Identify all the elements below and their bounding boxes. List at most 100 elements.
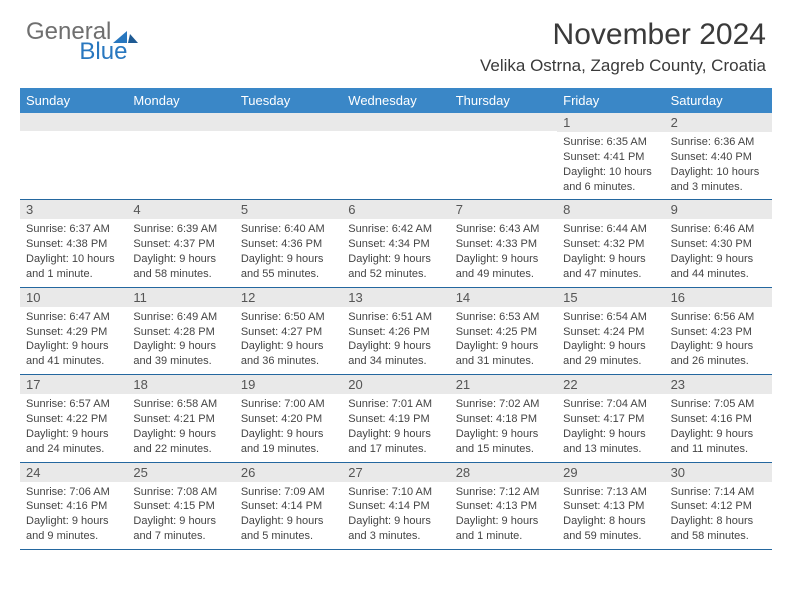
calendar-cell: 10Sunrise: 6:47 AMSunset: 4:29 PMDayligh… [20,288,127,374]
day-number: 16 [665,288,772,307]
calendar-cell: 29Sunrise: 7:13 AMSunset: 4:13 PMDayligh… [557,463,664,549]
day-info: Sunrise: 7:12 AMSunset: 4:13 PMDaylight:… [450,482,557,549]
day-info: Sunrise: 7:13 AMSunset: 4:13 PMDaylight:… [557,482,664,549]
day-info: Sunrise: 6:35 AMSunset: 4:41 PMDaylight:… [557,132,664,199]
day-info: Sunrise: 6:42 AMSunset: 4:34 PMDaylight:… [342,219,449,286]
day-number: 17 [20,375,127,394]
day-header-cell: Sunday [20,88,127,113]
calendar-cell: 8Sunrise: 6:44 AMSunset: 4:32 PMDaylight… [557,200,664,286]
day-info: Sunrise: 6:51 AMSunset: 4:26 PMDaylight:… [342,307,449,374]
day-header-cell: Saturday [665,88,772,113]
calendar-cell: 16Sunrise: 6:56 AMSunset: 4:23 PMDayligh… [665,288,772,374]
location-text: Velika Ostrna, Zagreb County, Croatia [480,56,766,76]
calendar-cell: 6Sunrise: 6:42 AMSunset: 4:34 PMDaylight… [342,200,449,286]
day-info: Sunrise: 7:04 AMSunset: 4:17 PMDaylight:… [557,394,664,461]
day-info: Sunrise: 6:36 AMSunset: 4:40 PMDaylight:… [665,132,772,199]
day-number: 6 [342,200,449,219]
calendar-week-row: 10Sunrise: 6:47 AMSunset: 4:29 PMDayligh… [20,288,772,375]
day-number: 9 [665,200,772,219]
day-number: 3 [20,200,127,219]
calendar-cell: 27Sunrise: 7:10 AMSunset: 4:14 PMDayligh… [342,463,449,549]
calendar-cell: 24Sunrise: 7:06 AMSunset: 4:16 PMDayligh… [20,463,127,549]
day-number: 27 [342,463,449,482]
day-info: Sunrise: 6:47 AMSunset: 4:29 PMDaylight:… [20,307,127,374]
calendar-cell [235,113,342,199]
calendar-cell: 18Sunrise: 6:58 AMSunset: 4:21 PMDayligh… [127,375,234,461]
day-info: Sunrise: 6:44 AMSunset: 4:32 PMDaylight:… [557,219,664,286]
day-number: 24 [20,463,127,482]
day-info: Sunrise: 6:40 AMSunset: 4:36 PMDaylight:… [235,219,342,286]
day-header-cell: Friday [557,88,664,113]
calendar-cell: 30Sunrise: 7:14 AMSunset: 4:12 PMDayligh… [665,463,772,549]
calendar-cell: 25Sunrise: 7:08 AMSunset: 4:15 PMDayligh… [127,463,234,549]
day-info: Sunrise: 7:06 AMSunset: 4:16 PMDaylight:… [20,482,127,549]
day-number: 13 [342,288,449,307]
day-number: 19 [235,375,342,394]
day-info: Sunrise: 7:14 AMSunset: 4:12 PMDaylight:… [665,482,772,549]
calendar-cell: 5Sunrise: 6:40 AMSunset: 4:36 PMDaylight… [235,200,342,286]
calendar-week-row: 17Sunrise: 6:57 AMSunset: 4:22 PMDayligh… [20,375,772,462]
brand-logo: General Blue [26,18,185,46]
calendar-cell: 15Sunrise: 6:54 AMSunset: 4:24 PMDayligh… [557,288,664,374]
day-number: 5 [235,200,342,219]
day-info: Sunrise: 6:43 AMSunset: 4:33 PMDaylight:… [450,219,557,286]
brand-text-2: Blue [79,38,127,66]
day-number: 7 [450,200,557,219]
calendar-cell: 9Sunrise: 6:46 AMSunset: 4:30 PMDaylight… [665,200,772,286]
day-number: 12 [235,288,342,307]
calendar-cell: 22Sunrise: 7:04 AMSunset: 4:17 PMDayligh… [557,375,664,461]
day-header-cell: Wednesday [342,88,449,113]
calendar-cell [127,113,234,199]
day-number: 28 [450,463,557,482]
calendar-cell: 19Sunrise: 7:00 AMSunset: 4:20 PMDayligh… [235,375,342,461]
day-info: Sunrise: 6:58 AMSunset: 4:21 PMDaylight:… [127,394,234,461]
day-number: 8 [557,200,664,219]
calendar-cell: 7Sunrise: 6:43 AMSunset: 4:33 PMDaylight… [450,200,557,286]
calendar-week-row: 24Sunrise: 7:06 AMSunset: 4:16 PMDayligh… [20,463,772,550]
day-header-cell: Thursday [450,88,557,113]
calendar-day-header: SundayMondayTuesdayWednesdayThursdayFrid… [20,88,772,113]
calendar-cell: 26Sunrise: 7:09 AMSunset: 4:14 PMDayligh… [235,463,342,549]
day-info: Sunrise: 7:02 AMSunset: 4:18 PMDaylight:… [450,394,557,461]
day-header-cell: Monday [127,88,234,113]
calendar-cell: 20Sunrise: 7:01 AMSunset: 4:19 PMDayligh… [342,375,449,461]
day-number: 10 [20,288,127,307]
calendar-cell: 13Sunrise: 6:51 AMSunset: 4:26 PMDayligh… [342,288,449,374]
day-number: 15 [557,288,664,307]
day-number: 2 [665,113,772,132]
calendar-cell: 21Sunrise: 7:02 AMSunset: 4:18 PMDayligh… [450,375,557,461]
day-number: 11 [127,288,234,307]
day-number: 20 [342,375,449,394]
day-number: 29 [557,463,664,482]
day-number: 30 [665,463,772,482]
title-block: November 2024 Velika Ostrna, Zagreb Coun… [480,18,766,76]
day-info: Sunrise: 6:37 AMSunset: 4:38 PMDaylight:… [20,219,127,286]
day-info: Sunrise: 6:39 AMSunset: 4:37 PMDaylight:… [127,219,234,286]
day-number: 4 [127,200,234,219]
day-info: Sunrise: 7:00 AMSunset: 4:20 PMDaylight:… [235,394,342,461]
day-number: 22 [557,375,664,394]
day-info: Sunrise: 6:49 AMSunset: 4:28 PMDaylight:… [127,307,234,374]
calendar-cell: 4Sunrise: 6:39 AMSunset: 4:37 PMDaylight… [127,200,234,286]
calendar-weeks: 1Sunrise: 6:35 AMSunset: 4:41 PMDaylight… [20,113,772,550]
day-info: Sunrise: 6:53 AMSunset: 4:25 PMDaylight:… [450,307,557,374]
day-number: 26 [235,463,342,482]
calendar-cell: 2Sunrise: 6:36 AMSunset: 4:40 PMDaylight… [665,113,772,199]
day-info: Sunrise: 6:46 AMSunset: 4:30 PMDaylight:… [665,219,772,286]
calendar-cell: 23Sunrise: 7:05 AMSunset: 4:16 PMDayligh… [665,375,772,461]
day-number: 21 [450,375,557,394]
day-number: 14 [450,288,557,307]
day-info: Sunrise: 6:56 AMSunset: 4:23 PMDaylight:… [665,307,772,374]
day-number: 18 [127,375,234,394]
calendar-week-row: 3Sunrise: 6:37 AMSunset: 4:38 PMDaylight… [20,200,772,287]
calendar-cell: 3Sunrise: 6:37 AMSunset: 4:38 PMDaylight… [20,200,127,286]
day-number: 25 [127,463,234,482]
day-info: Sunrise: 7:01 AMSunset: 4:19 PMDaylight:… [342,394,449,461]
day-info: Sunrise: 7:08 AMSunset: 4:15 PMDaylight:… [127,482,234,549]
day-number: 1 [557,113,664,132]
page-title: November 2024 [480,18,766,52]
day-number: 23 [665,375,772,394]
calendar-cell [450,113,557,199]
calendar: SundayMondayTuesdayWednesdayThursdayFrid… [20,88,772,550]
calendar-cell: 14Sunrise: 6:53 AMSunset: 4:25 PMDayligh… [450,288,557,374]
